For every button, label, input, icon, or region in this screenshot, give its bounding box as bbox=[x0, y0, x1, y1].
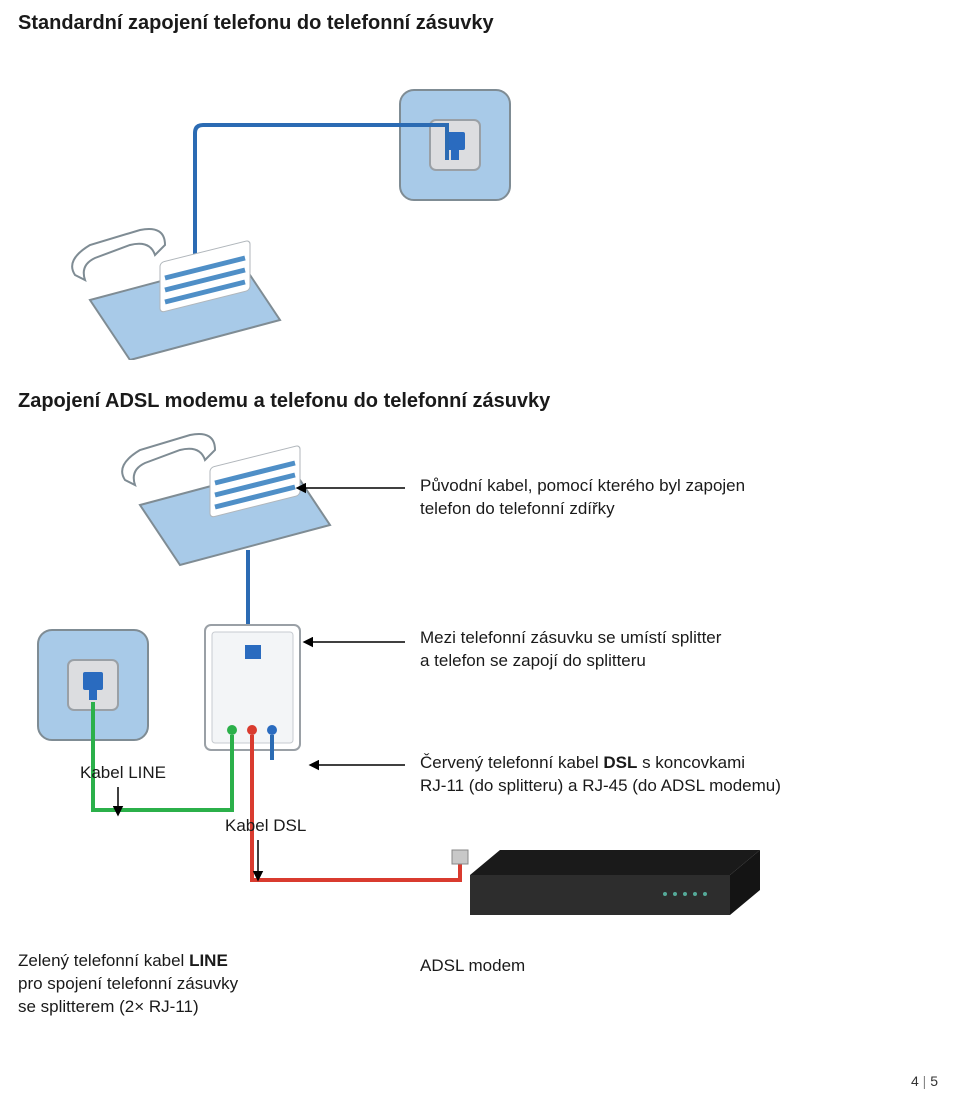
label-kabel-dsl: Kabel DSL bbox=[225, 815, 306, 838]
page-left: 4 bbox=[911, 1073, 919, 1089]
page-sep: | bbox=[919, 1073, 930, 1089]
callout-splitter-line1: Mezi telefonní zásuvku se umístí splitte… bbox=[420, 627, 721, 650]
callout-red-suffix: s koncovkami bbox=[637, 753, 745, 772]
heading-adsl-connection: Zapojení ADSL modemu a telefonu do telef… bbox=[18, 390, 550, 413]
label-adsl-modem: ADSL modem bbox=[420, 955, 525, 978]
callout-green-cable: Zelený telefonní kabel LINE pro spojení … bbox=[18, 950, 238, 1019]
callout-splitter: Mezi telefonní zásuvku se umístí splitte… bbox=[420, 627, 721, 673]
callout-green-line2: pro spojení telefonní zásuvky bbox=[18, 973, 238, 996]
callout-original-cable-line1: Původní kabel, pomocí kterého byl zapoje… bbox=[420, 475, 745, 498]
callout-red-cable-line2: RJ-11 (do splitteru) a RJ-45 (do ADSL mo… bbox=[420, 775, 781, 798]
callout-red-prefix: Červený telefonní kabel bbox=[420, 753, 603, 772]
callout-red-cable-line1: Červený telefonní kabel DSL s koncovkami bbox=[420, 752, 781, 775]
callout-red-cable: Červený telefonní kabel DSL s koncovkami… bbox=[420, 752, 781, 798]
callout-original-cable-line2: telefon do telefonní zdířky bbox=[420, 498, 745, 521]
callout-splitter-line2: a telefon se zapojí do splitteru bbox=[420, 650, 721, 673]
callout-original-cable: Původní kabel, pomocí kterého byl zapoje… bbox=[420, 475, 745, 521]
page-number: 4 | 5 bbox=[911, 1073, 938, 1089]
page-right: 5 bbox=[930, 1073, 938, 1089]
callout-red-bold: DSL bbox=[603, 753, 637, 772]
label-kabel-line: Kabel LINE bbox=[80, 762, 166, 785]
heading-standard-connection: Standardní zapojení telefonu do telefonn… bbox=[18, 12, 494, 35]
callout-green-line3: se splitterem (2× RJ-11) bbox=[18, 996, 238, 1019]
callout-green-bold: LINE bbox=[189, 951, 228, 970]
diagram-standard bbox=[20, 70, 540, 360]
callout-green-prefix: Zelený telefonní kabel bbox=[18, 951, 189, 970]
callout-green-line1: Zelený telefonní kabel LINE bbox=[18, 950, 238, 973]
